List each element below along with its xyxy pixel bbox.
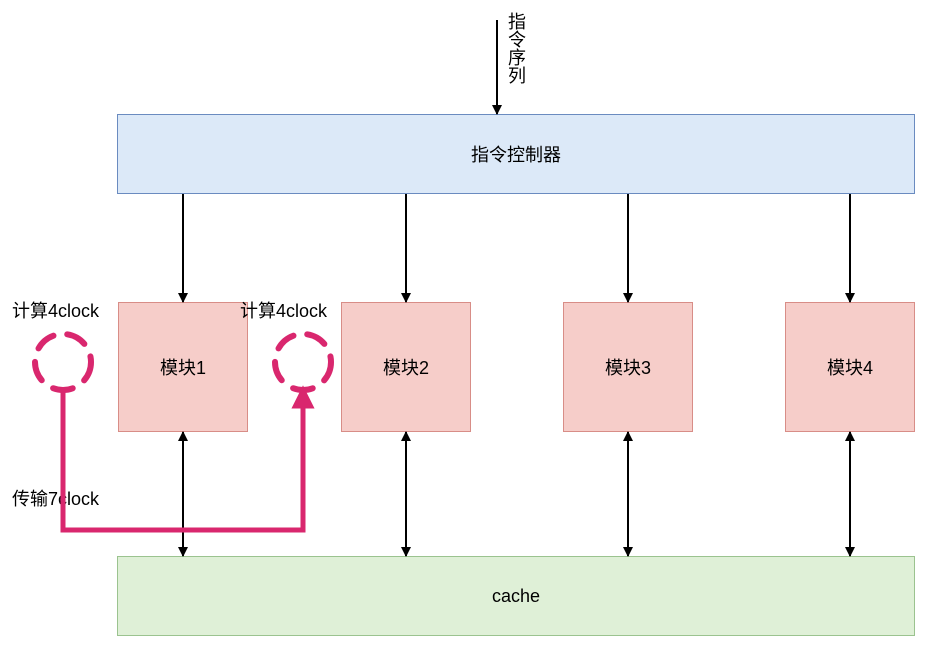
module4-box: 模块4 (785, 302, 915, 432)
compute2-label: 计算4clock (240, 297, 327, 323)
diagram-canvas: 指令控制器 模块1 模块2 模块3 模块4 cache 指令序列 计算4cloc… (0, 0, 929, 660)
compute1-label: 计算4clock (12, 297, 99, 323)
input-sequence-label: 指令序列 (503, 12, 529, 84)
module1-box: 模块1 (118, 302, 248, 432)
module2-label: 模块2 (383, 354, 429, 380)
cache-box: cache (117, 556, 915, 636)
transfer-label: 传输7clock (12, 485, 99, 511)
module2-box: 模块2 (341, 302, 471, 432)
controller-box: 指令控制器 (117, 114, 915, 194)
controller-label: 指令控制器 (471, 141, 561, 167)
module3-box: 模块3 (563, 302, 693, 432)
module1-label: 模块1 (160, 354, 206, 380)
cache-label: cache (492, 586, 540, 607)
module3-label: 模块3 (605, 354, 651, 380)
module4-label: 模块4 (827, 354, 873, 380)
